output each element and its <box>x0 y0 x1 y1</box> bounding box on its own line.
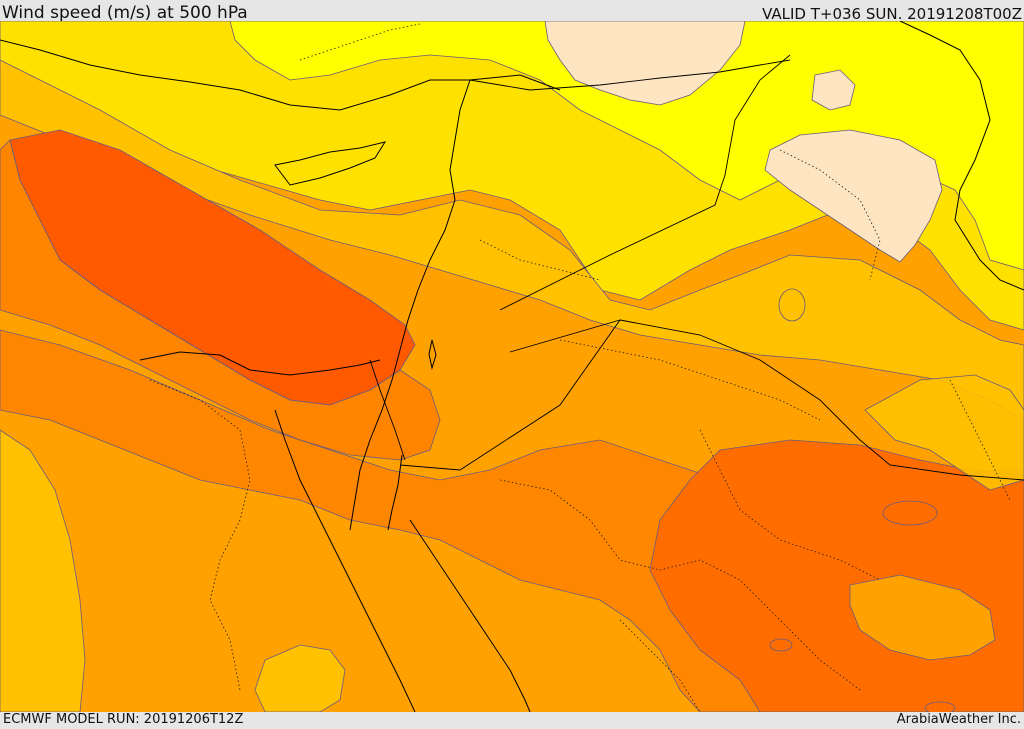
internal-border-7 <box>779 149 881 281</box>
coastline-egypt <box>139 351 381 376</box>
footer-bar: ECMWF MODEL RUN: 20191206T12Z ArabiaWeat… <box>0 712 1024 729</box>
contour-band-lightest-small <box>811 69 856 111</box>
coastline-red-sea-west <box>274 409 416 712</box>
credit: ArabiaWeather Inc. <box>896 712 1021 727</box>
map-frame <box>0 21 1024 712</box>
internal-border-5 <box>299 23 421 61</box>
internal-border-6 <box>479 239 601 281</box>
contour-cell-dark-2 <box>769 638 793 652</box>
border-egypt-israel <box>369 359 406 461</box>
contour-band-amber-southwest <box>0 429 86 712</box>
wind-speed-map <box>0 21 1024 712</box>
internal-border-4 <box>699 429 881 581</box>
border-saudi-iraq <box>619 319 1024 481</box>
map-title: Wind speed (m/s) at 500 hPa <box>2 3 248 23</box>
contour-band-lightest-east <box>764 129 943 263</box>
contour-band-amber-south <box>849 574 996 661</box>
coastline-persian-gulf <box>899 21 1024 291</box>
coastline-gulf-aqaba <box>387 454 403 531</box>
border-jordan-saudi <box>499 54 791 311</box>
contour-band-amber-patch <box>254 644 346 712</box>
contour-band-orange-dark-west <box>0 139 441 461</box>
coastline-levant <box>349 79 471 531</box>
contour-cell-dark-3 <box>924 701 956 712</box>
internal-border-1 <box>149 379 251 691</box>
border-syria-turkey <box>469 59 791 91</box>
contour-band-amber-west <box>0 59 1024 421</box>
border-jordan-south <box>399 319 622 471</box>
coastline-red-sea-east <box>409 519 531 712</box>
contour-band-lightest-north <box>544 21 746 106</box>
contour-cell-dark-1 <box>882 500 938 526</box>
coastline-dead-sea <box>428 339 437 370</box>
valid-time: VALID T+036 SUN. 20191208T00Z <box>762 5 1022 23</box>
internal-border-2 <box>499 479 861 691</box>
contour-band-amber-east <box>864 374 1024 491</box>
coastline-cyprus <box>274 141 387 186</box>
model-run: ECMWF MODEL RUN: 20191206T12Z <box>3 712 244 727</box>
contour-cell-amber-1 <box>778 288 806 322</box>
internal-border-9 <box>619 619 701 712</box>
header-bar: Wind speed (m/s) at 500 hPa VALID T+036 … <box>0 0 1024 23</box>
